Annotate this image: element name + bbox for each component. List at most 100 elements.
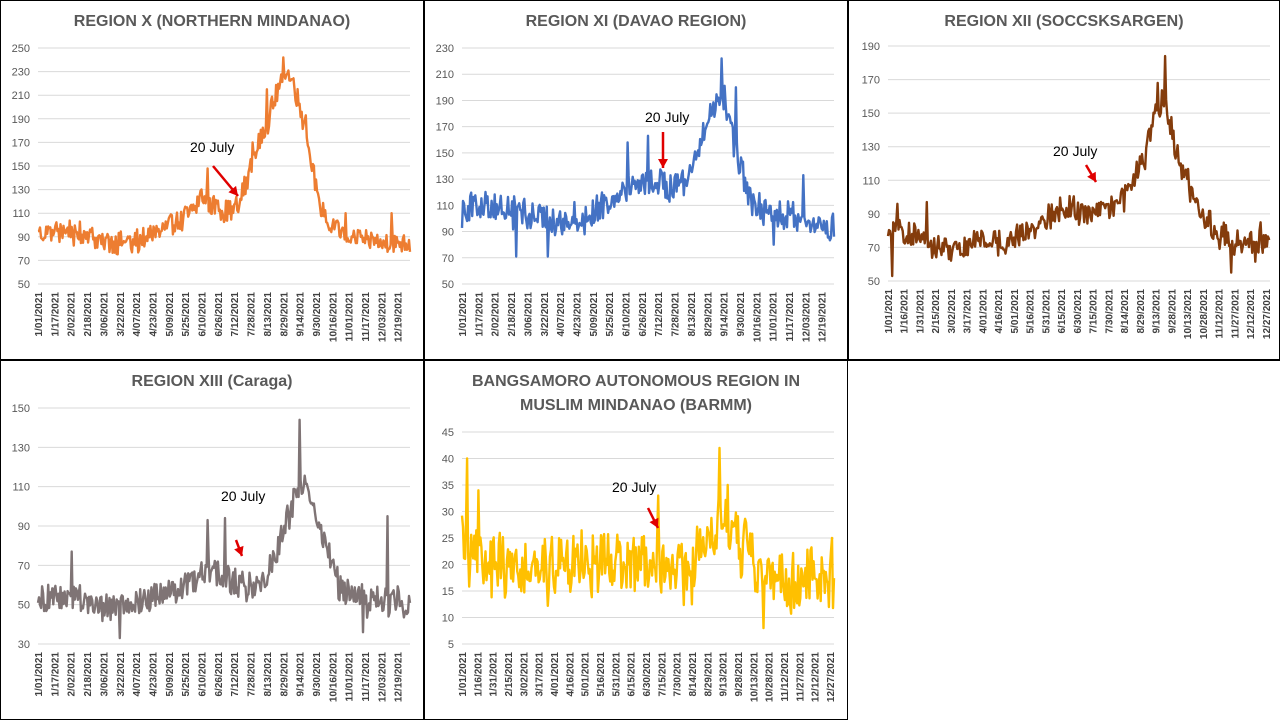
annotation-arrowhead — [658, 159, 668, 168]
x-tick-label: 4/07/2021 — [132, 292, 143, 337]
x-tick-label: 12/03/2021 — [377, 652, 388, 702]
x-tick-label: 10/13/2021 — [749, 652, 760, 702]
x-tick-label: 12/03/2021 — [801, 292, 812, 342]
y-tick-label: 50 — [18, 279, 30, 291]
x-tick-label: 1/31/2021 — [915, 289, 926, 334]
x-tick-label: 3/02/2021 — [947, 289, 958, 334]
y-tick-label: 90 — [868, 209, 880, 221]
x-tick-label: 6/10/2021 — [198, 652, 209, 697]
x-tick-label: 12/19/2021 — [818, 292, 829, 342]
x-tick-label: 1/01/2021 — [34, 292, 45, 337]
x-tick-label: 12/19/2021 — [394, 292, 405, 342]
x-tick-label: 2/18/2021 — [83, 652, 94, 697]
x-tick-label: 9/30/2021 — [312, 292, 323, 337]
annotation-arrowhead — [228, 185, 238, 196]
y-tick-label: 150 — [12, 403, 30, 415]
x-tick-label: 2/18/2021 — [507, 292, 518, 337]
x-tick-label: 8/13/2021 — [263, 292, 274, 337]
x-tick-label: 7/28/2021 — [671, 292, 682, 337]
x-tick-label: 8/29/2021 — [703, 292, 714, 337]
y-tick-label: 50 — [18, 600, 30, 612]
y-tick-label: 90 — [18, 232, 30, 244]
x-tick-label: 12/03/2021 — [377, 292, 388, 342]
x-tick-label: 11/17/2021 — [361, 652, 372, 702]
x-tick-label: 11/12/2021 — [780, 652, 791, 702]
x-tick-label: 10/28/2021 — [765, 652, 776, 702]
y-tick-label: 70 — [868, 242, 880, 254]
x-tick-label: 2/02/2021 — [491, 292, 502, 337]
annotation-label: 20 July — [1053, 143, 1097, 159]
x-tick-label: 9/28/2021 — [734, 652, 745, 697]
x-tick-label: 4/16/2021 — [994, 289, 1005, 334]
chart-title: MUSLIM MINDANAO (BARMM) — [520, 397, 752, 414]
x-tick-label: 7/30/2021 — [1104, 289, 1115, 334]
x-tick-label: 12/27/2021 — [826, 652, 837, 702]
y-tick-label: 110 — [862, 175, 880, 187]
x-tick-label: 4/23/2021 — [148, 292, 159, 337]
x-tick-label: 9/13/2021 — [1152, 289, 1163, 334]
x-tick-label: 7/15/2021 — [1089, 289, 1100, 334]
y-tick-label: 130 — [12, 442, 30, 454]
annotation-label: 20 July — [645, 109, 689, 125]
x-tick-label: 7/12/2021 — [230, 292, 241, 337]
y-tick-label: 170 — [436, 122, 454, 134]
x-tick-label: 5/16/2021 — [1026, 289, 1037, 334]
x-tick-label: 8/29/2021 — [279, 652, 290, 697]
x-tick-label: 3/17/2021 — [963, 289, 974, 334]
chart-panel-1: REGION X (NORTHERN MINDANAO) 50 70 90 110 130… — [0, 0, 424, 360]
x-tick-label: 11/12/2021 — [1215, 289, 1226, 339]
y-tick-label: 210 — [436, 69, 454, 81]
x-tick-label: 11/17/2021 — [361, 292, 372, 342]
panel-border — [424, 0, 848, 360]
x-tick-label: 5/09/2021 — [589, 292, 600, 337]
x-tick-label: 4/01/2021 — [978, 289, 989, 334]
y-tick-label: 150 — [12, 161, 30, 173]
x-tick-label: 9/14/2021 — [296, 652, 307, 697]
x-tick-label: 5/31/2021 — [611, 652, 622, 697]
x-tick-label: 5/01/2021 — [581, 652, 592, 697]
annotation-arrowhead — [649, 517, 659, 528]
x-tick-label: 5/16/2021 — [596, 652, 607, 697]
x-tick-label: 3/22/2021 — [116, 652, 127, 697]
chart-title: REGION XI (DAVAO REGION) — [526, 13, 747, 30]
y-tick-label: 20 — [442, 560, 454, 572]
x-tick-label: 2/15/2021 — [504, 652, 515, 697]
x-tick-label: 3/02/2021 — [519, 652, 530, 697]
x-tick-label: 10/16/2021 — [328, 652, 339, 702]
x-tick-label: 6/15/2021 — [1057, 289, 1068, 334]
x-tick-label: 8/29/2021 — [703, 652, 714, 697]
x-tick-label: 3/06/2021 — [99, 292, 110, 337]
annotation-arrowhead — [1087, 171, 1096, 182]
x-tick-label: 9/13/2021 — [719, 652, 730, 697]
y-tick-label: 170 — [12, 137, 30, 149]
y-tick-label: 250 — [12, 43, 30, 55]
y-tick-label: 230 — [12, 67, 30, 79]
x-tick-label: 1/01/2021 — [458, 652, 469, 697]
x-tick-label: 12/19/2021 — [394, 652, 405, 702]
chart-svg: REGION X (NORTHERN MINDANAO) 50 70 90 110 130… — [0, 0, 424, 360]
x-tick-label: 8/13/2021 — [263, 652, 274, 697]
y-tick-label: 70 — [18, 560, 30, 572]
series-line — [460, 57, 836, 258]
x-tick-label: 8/14/2021 — [688, 652, 699, 697]
series-line — [886, 54, 1271, 278]
y-tick-label: 15 — [442, 586, 454, 598]
x-tick-label: 7/12/2021 — [654, 292, 665, 337]
y-tick-label: 110 — [12, 208, 30, 220]
annotation-label: 20 July — [221, 488, 265, 504]
x-tick-label: 8/14/2021 — [1120, 289, 1131, 334]
x-tick-label: 5/25/2021 — [181, 652, 192, 697]
x-tick-label: 11/01/2021 — [345, 652, 356, 702]
x-tick-label: 12/12/2021 — [1246, 289, 1257, 339]
x-tick-label: 5/09/2021 — [165, 652, 176, 697]
x-tick-label: 9/28/2021 — [1167, 289, 1178, 334]
x-tick-label: 1/16/2021 — [473, 652, 484, 697]
chart-title: BANGSAMORO AUTONOMOUS REGION IN — [472, 373, 800, 390]
x-tick-label: 5/25/2021 — [181, 292, 192, 337]
y-tick-label: 150 — [436, 148, 454, 160]
y-tick-label: 190 — [862, 41, 880, 53]
y-tick-label: 40 — [442, 454, 454, 466]
x-tick-label: 11/27/2021 — [1230, 289, 1241, 339]
y-tick-label: 30 — [442, 507, 454, 519]
x-tick-label: 7/15/2021 — [657, 652, 668, 697]
